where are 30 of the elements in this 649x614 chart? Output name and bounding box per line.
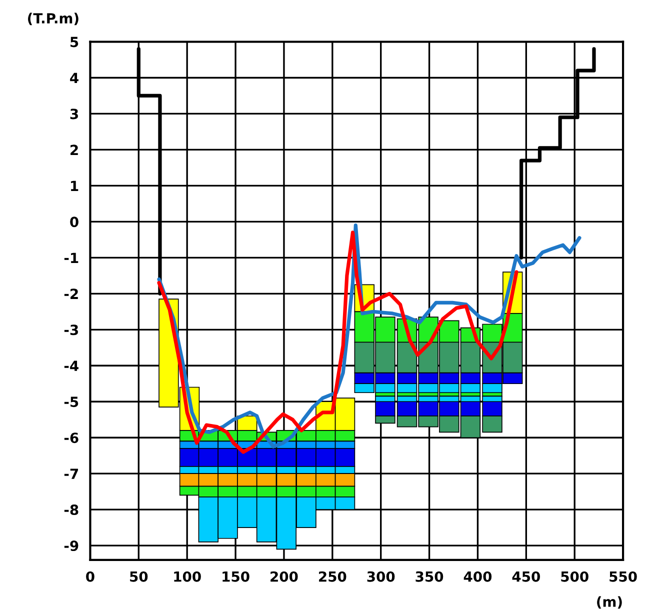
x-tick-label: 500 bbox=[561, 571, 588, 582]
x-tick-label: 0 bbox=[86, 571, 94, 582]
y-tick-label: -5 bbox=[64, 396, 78, 408]
x-tick-label: 150 bbox=[222, 571, 250, 582]
x-tick-label: 350 bbox=[416, 571, 444, 582]
y-tick-label: 5 bbox=[70, 36, 78, 48]
x-tick-label: 400 bbox=[464, 571, 492, 582]
y-tick-label: -1 bbox=[64, 252, 78, 263]
y-tick-label: -3 bbox=[64, 324, 78, 336]
x-tick-label: 100 bbox=[174, 571, 201, 582]
y-tick-label: 2 bbox=[70, 144, 78, 155]
y-tick-label: 1 bbox=[71, 180, 78, 191]
y-tick-label: -2 bbox=[64, 288, 78, 299]
y-tick-label: 0 bbox=[70, 216, 78, 228]
y-tick-label: -4 bbox=[64, 360, 78, 371]
y-axis-title: (T.P.m) bbox=[28, 12, 78, 26]
y-tick-label: -8 bbox=[64, 504, 78, 516]
x-tick-label: 450 bbox=[512, 571, 540, 582]
y-tick-label: -6 bbox=[64, 432, 78, 444]
x-tick-label: 550 bbox=[610, 571, 637, 582]
y-tick-label: 4 bbox=[70, 72, 78, 84]
y-tick-label: -9 bbox=[64, 540, 78, 552]
line-series bbox=[157, 230, 518, 454]
y-tick-label: 3 bbox=[70, 108, 78, 120]
x-tick-label: 200 bbox=[270, 571, 298, 582]
x-axis-title: (m) bbox=[597, 596, 622, 609]
x-tick-label: 50 bbox=[130, 571, 148, 582]
x-tick-label: 300 bbox=[367, 571, 395, 582]
x-tick-label: 250 bbox=[319, 571, 346, 582]
y-tick-label: -7 bbox=[64, 468, 78, 479]
